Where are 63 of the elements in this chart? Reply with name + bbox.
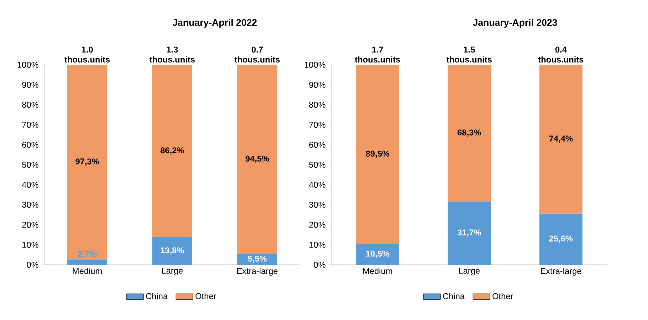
x-tick-label: Large — [459, 268, 480, 276]
y-tick-label: 0% — [314, 262, 326, 268]
bar — [68, 260, 108, 265]
data-label: 25,6% — [549, 236, 573, 244]
annotation: 0.4 thous.units — [538, 46, 584, 63]
legend-label: China — [146, 293, 168, 300]
bar — [540, 214, 583, 265]
bar — [68, 64, 108, 260]
bar — [356, 64, 400, 244]
legend-label: Other — [492, 293, 514, 300]
annotation: 1.5 thous.units — [446, 46, 492, 63]
y-tick-label: 70% — [22, 122, 39, 128]
data-label: 31,7% — [458, 230, 482, 237]
bar — [448, 64, 492, 202]
data-label: 86,2% — [160, 148, 184, 155]
y-tick-label: 60% — [309, 142, 326, 148]
bar — [152, 64, 192, 238]
x-tick-label: Medium — [363, 268, 392, 274]
legend-label: Other — [196, 293, 216, 300]
bar — [238, 64, 278, 254]
legend-label: China — [443, 293, 465, 300]
y-tick-label: 80% — [309, 102, 326, 108]
data-label: 94,5% — [246, 156, 270, 164]
y-tick-label: 20% — [309, 222, 326, 228]
bar — [356, 244, 400, 265]
bar — [540, 64, 583, 214]
y-tick-label: 50% — [309, 162, 326, 168]
x-tick-label: Large — [162, 268, 183, 276]
y-tick-label: 70% — [309, 122, 326, 128]
data-label: 10,5% — [366, 250, 390, 258]
y-tick-label: 30% — [22, 202, 39, 208]
x-tick-label: Extra-large — [541, 268, 582, 276]
y-tick-label: 90% — [22, 82, 39, 88]
y-tick-label: 60% — [22, 142, 39, 148]
data-label: 13,8% — [161, 248, 184, 255]
data-label: 89,5% — [366, 150, 390, 158]
annotation: 1.3 thous.units — [150, 46, 195, 63]
x-tick-label: Extra-large — [237, 268, 278, 276]
chart-title: January-April 2023 — [473, 19, 558, 28]
y-tick-label: 10% — [310, 242, 326, 248]
y-tick-label: 10% — [22, 242, 39, 248]
data-label: 2,7% — [78, 251, 97, 258]
data-label: 5,5% — [248, 256, 267, 264]
y-tick-label: 90% — [309, 82, 326, 88]
bar — [448, 202, 492, 265]
annotation: 1.0 thous.units — [64, 46, 110, 63]
data-label: 97,3% — [76, 158, 100, 166]
y-tick-label: 30% — [309, 202, 326, 208]
y-tick-label: 80% — [22, 102, 39, 108]
annotation: 0.7 thous.units — [234, 46, 280, 63]
y-tick-label: 40% — [309, 182, 326, 188]
y-tick-label: 50% — [22, 162, 39, 168]
annotation: 1.7 thous.units — [355, 46, 400, 63]
y-tick-label: 100% — [18, 62, 39, 68]
data-label: 68,3% — [458, 130, 482, 137]
y-tick-label: 40% — [22, 182, 39, 188]
x-tick-label: Medium — [73, 268, 102, 274]
y-tick-label: 0% — [27, 262, 39, 268]
chart-title: January-April 2022 — [172, 19, 257, 28]
y-tick-label: 100% — [304, 62, 326, 68]
y-tick-label: 20% — [22, 222, 39, 228]
data-label: 74,4% — [550, 136, 573, 143]
bar — [152, 237, 192, 265]
